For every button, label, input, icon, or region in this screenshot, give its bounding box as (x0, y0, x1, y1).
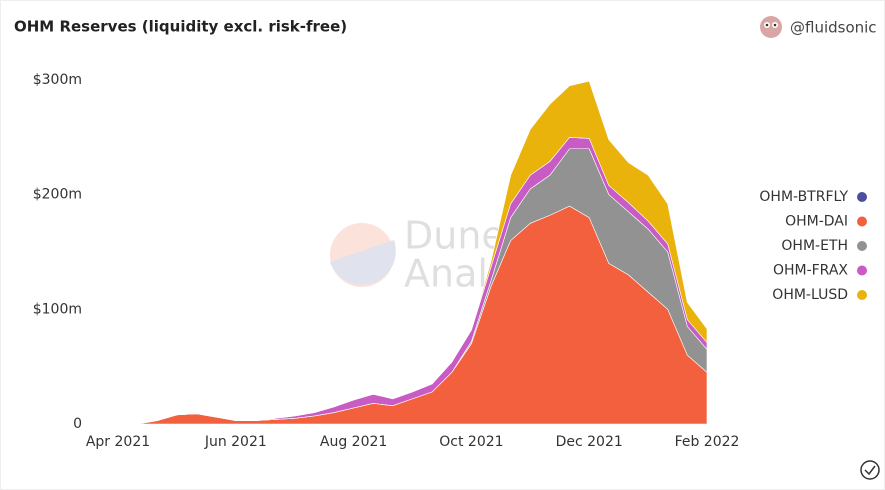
y-tick-label: $300m (33, 72, 82, 88)
legend-swatch (857, 265, 867, 276)
author-avatar (760, 16, 782, 38)
legend-swatch (857, 241, 867, 251)
area (118, 80, 708, 425)
legend-label[interactable]: OHM-DAI (785, 214, 848, 230)
author[interactable]: @fluidsonic (790, 19, 877, 37)
y-tick-label: $100m (33, 301, 82, 317)
legend-label[interactable]: OHM-BTRFLY (759, 189, 848, 205)
x-tick-label: Oct 2021 (439, 434, 503, 450)
chart-title: OHM Reserves (liquidity excl. risk-free) (14, 18, 347, 36)
plot: 0 $100m $200m $300m Apr 2021 Jun 2021 Aug 2021… (33, 72, 867, 450)
legend-swatch (857, 216, 867, 227)
legend-swatch (857, 290, 867, 300)
legend-label[interactable]: OHM-FRAX (773, 263, 848, 279)
x-tick-label: Feb 2022 (675, 434, 740, 450)
y-tick-label: 0 (73, 416, 82, 432)
x-tick-label: Dec 2021 (556, 434, 623, 450)
legend-swatch (857, 192, 867, 202)
check-icon[interactable] (860, 460, 880, 480)
legend-label[interactable]: OHM-LUSD (772, 287, 848, 303)
x-tick-label: Aug 2021 (320, 434, 387, 450)
x-tick-label: Apr 2021 (86, 434, 150, 450)
legend-label[interactable]: OHM-ETH (781, 238, 848, 254)
watermark-text: Dune (404, 214, 505, 258)
y-tick-label: $200m (33, 187, 82, 203)
x-tick-label: Jun 2021 (204, 434, 267, 450)
